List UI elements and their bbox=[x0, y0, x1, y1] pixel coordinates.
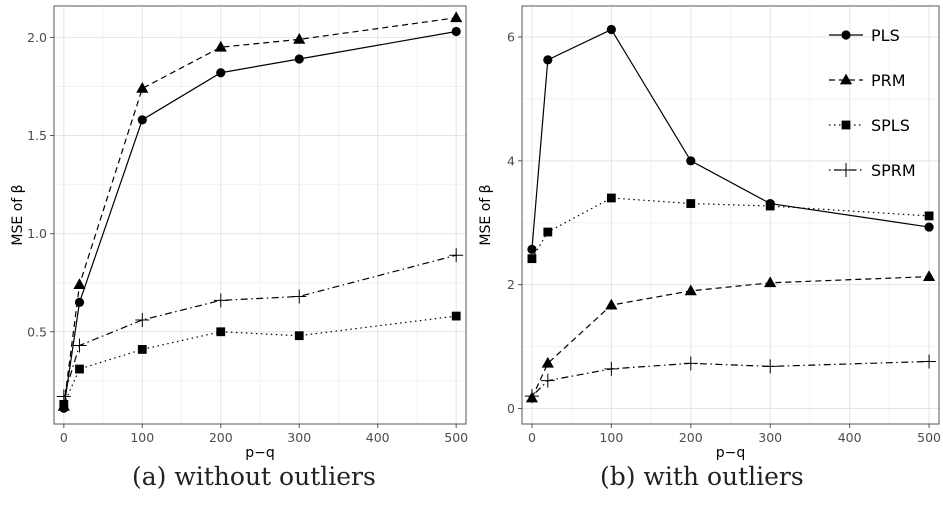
point-spls bbox=[59, 399, 69, 409]
legend-label-sprm: SPRM bbox=[871, 161, 916, 180]
point-sprm bbox=[213, 293, 228, 308]
point-spls bbox=[75, 364, 84, 374]
series-line-prm bbox=[63, 17, 457, 407]
point-pls bbox=[686, 156, 696, 166]
y-tick-label: 1.5 bbox=[27, 128, 47, 143]
y-axis-label: MSE of β bbox=[10, 184, 26, 245]
x-tick-label: 300 bbox=[758, 430, 782, 445]
x-tick-label: 100 bbox=[130, 430, 154, 445]
x-tick-label: 200 bbox=[209, 430, 233, 445]
point-sprm bbox=[72, 338, 87, 353]
point-sprm bbox=[540, 373, 555, 388]
caption-b: (b) with outliers bbox=[600, 462, 804, 491]
y-tick-label: 2.0 bbox=[27, 30, 47, 45]
point-prm bbox=[922, 270, 936, 281]
point-sprm bbox=[763, 359, 778, 374]
point-pls bbox=[451, 26, 461, 37]
x-tick-label: 100 bbox=[599, 430, 623, 445]
point-spls bbox=[216, 327, 226, 337]
point-spls bbox=[924, 211, 934, 221]
plot-border bbox=[521, 5, 940, 425]
point-sprm bbox=[524, 389, 539, 404]
point-sprm bbox=[604, 361, 619, 376]
point-prm bbox=[605, 298, 618, 310]
point-sprm bbox=[56, 389, 71, 404]
x-axis-label: p−q bbox=[245, 445, 275, 461]
point-spls bbox=[765, 201, 775, 211]
legend-key-marker-pls bbox=[841, 30, 851, 40]
point-spls bbox=[686, 199, 696, 208]
point-prm bbox=[541, 356, 554, 368]
x-axis-label: p−q bbox=[716, 445, 746, 461]
series-line-pls bbox=[531, 28, 930, 250]
legend-key-marker-spls bbox=[841, 120, 851, 130]
series-line-sprm bbox=[531, 360, 930, 397]
point-spls bbox=[451, 311, 461, 321]
panel-a-mse-without-outliers: 0 100 200 300 400 500 0.5 1.0 1.5 2.0 p−q MSE of β bbox=[10, 5, 468, 461]
legend-label-spls: SPLS bbox=[871, 116, 910, 135]
x-tick-label: 0 bbox=[60, 430, 68, 445]
point-spls bbox=[543, 227, 553, 237]
point-spls bbox=[606, 193, 616, 203]
x-tick-label: 500 bbox=[444, 430, 468, 445]
x-tick-label: 300 bbox=[287, 430, 311, 445]
y-tick-label: 1.0 bbox=[27, 226, 47, 241]
point-sprm bbox=[135, 312, 150, 327]
x-tick-label: 400 bbox=[838, 430, 862, 445]
point-prm bbox=[764, 276, 777, 288]
point-pls bbox=[216, 68, 226, 78]
point-sprm bbox=[449, 248, 464, 263]
point-prm bbox=[293, 32, 306, 44]
legend-key-marker-sprm bbox=[839, 163, 853, 177]
point-spls bbox=[527, 254, 537, 264]
x-tick-label: 200 bbox=[679, 430, 703, 445]
point-pls bbox=[924, 222, 934, 232]
x-tick-label: 0 bbox=[528, 430, 536, 445]
point-spls bbox=[294, 331, 304, 341]
series-line-spls bbox=[531, 197, 930, 259]
point-prm bbox=[450, 11, 463, 23]
y-axis-label: MSE of β bbox=[478, 184, 494, 245]
point-pls bbox=[137, 115, 147, 125]
legend-label-pls: PLS bbox=[871, 26, 900, 45]
caption-a: (a) without outliers bbox=[132, 462, 376, 491]
series-line-sprm bbox=[63, 254, 457, 397]
x-tick-label: 500 bbox=[917, 430, 941, 445]
point-pls bbox=[543, 55, 553, 65]
point-pls bbox=[606, 24, 616, 35]
x-tick-label: 400 bbox=[366, 430, 390, 445]
point-prm bbox=[214, 40, 227, 52]
panel-b-mse-with-outliers: 0 100 200 300 400 500 0 2 4 6 p−q MSE of β PLS PRM SPL… bbox=[478, 5, 941, 461]
legend-key-marker-prm bbox=[839, 73, 853, 85]
point-pls bbox=[294, 54, 304, 64]
plot-border bbox=[53, 5, 467, 425]
point-prm bbox=[136, 82, 149, 93]
point-prm bbox=[684, 284, 697, 296]
y-tick-label: 0.5 bbox=[27, 324, 47, 339]
y-tick-label: 6 bbox=[507, 29, 515, 44]
series-line-pls bbox=[63, 30, 457, 409]
point-sprm bbox=[922, 354, 937, 369]
legend-label-prm: PRM bbox=[871, 71, 906, 90]
point-spls bbox=[137, 345, 147, 354]
y-tick-label: 2 bbox=[507, 277, 515, 292]
point-pls bbox=[527, 244, 537, 254]
series-line-prm bbox=[531, 276, 930, 399]
y-tick-label: 4 bbox=[507, 153, 515, 168]
y-tick-label: 0 bbox=[507, 401, 515, 416]
point-sprm bbox=[292, 289, 307, 304]
point-prm bbox=[73, 278, 86, 290]
point-sprm bbox=[683, 356, 698, 371]
